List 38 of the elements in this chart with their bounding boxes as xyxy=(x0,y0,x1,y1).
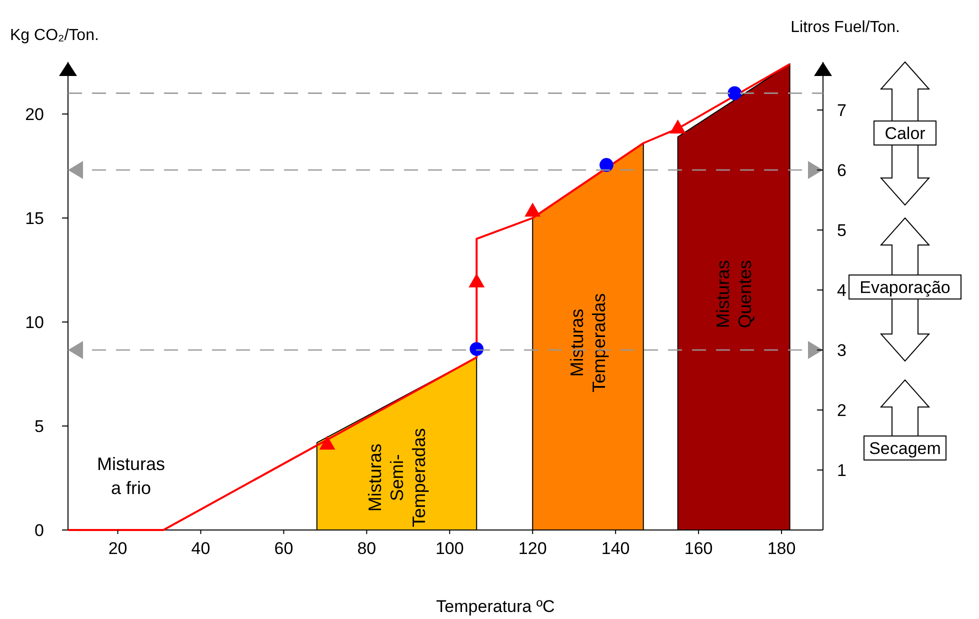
point xyxy=(470,342,484,356)
y-axis-title: Kg CO₂/Ton. xyxy=(10,27,99,44)
y-tick-label: 15 xyxy=(25,209,44,228)
x-tick-label: 20 xyxy=(108,539,128,558)
point xyxy=(728,86,742,100)
x-tick-label: 180 xyxy=(767,539,796,558)
text: Calor xyxy=(884,124,926,143)
y2-tick-label: 2 xyxy=(837,401,846,420)
point xyxy=(670,119,686,134)
x-tick-label: 140 xyxy=(601,539,630,558)
y2-axis-title: Litros Fuel/Ton. xyxy=(790,19,900,36)
annotation: Misturas a frio xyxy=(96,454,166,498)
y2-tick-label: 4 xyxy=(837,281,846,300)
point xyxy=(319,436,336,450)
y-tick-label: 0 xyxy=(34,521,44,540)
y2-tick-label: 6 xyxy=(837,161,846,180)
x-tick-label: 100 xyxy=(435,539,464,558)
x-tick-label: 40 xyxy=(191,539,210,558)
text: Secagem xyxy=(869,439,941,458)
series-label: Misturas Temperadas xyxy=(566,293,609,392)
series-label: Misturas Semi-Temperadas xyxy=(364,428,429,528)
x-axis-title: Temperatura ºC xyxy=(436,597,555,616)
point xyxy=(468,273,485,288)
point xyxy=(524,202,541,217)
y2-tick-label: 7 xyxy=(837,101,846,120)
x-tick-label: 160 xyxy=(684,539,713,558)
y2-tick-label: 1 xyxy=(837,461,846,480)
y-tick-label: 20 xyxy=(25,105,44,124)
y-tick-label: 10 xyxy=(25,313,44,332)
y-tick-label: 5 xyxy=(34,417,44,436)
x-tick-label: 120 xyxy=(518,539,547,558)
point xyxy=(600,158,614,172)
series-label: Misturas Quentes xyxy=(712,260,755,328)
x-tick-label: 80 xyxy=(357,539,376,558)
text: Evaporação xyxy=(860,278,950,297)
x-tick-label: 60 xyxy=(274,539,294,558)
y2-tick-label: 5 xyxy=(837,221,846,240)
y2-tick-label: 3 xyxy=(837,341,846,360)
